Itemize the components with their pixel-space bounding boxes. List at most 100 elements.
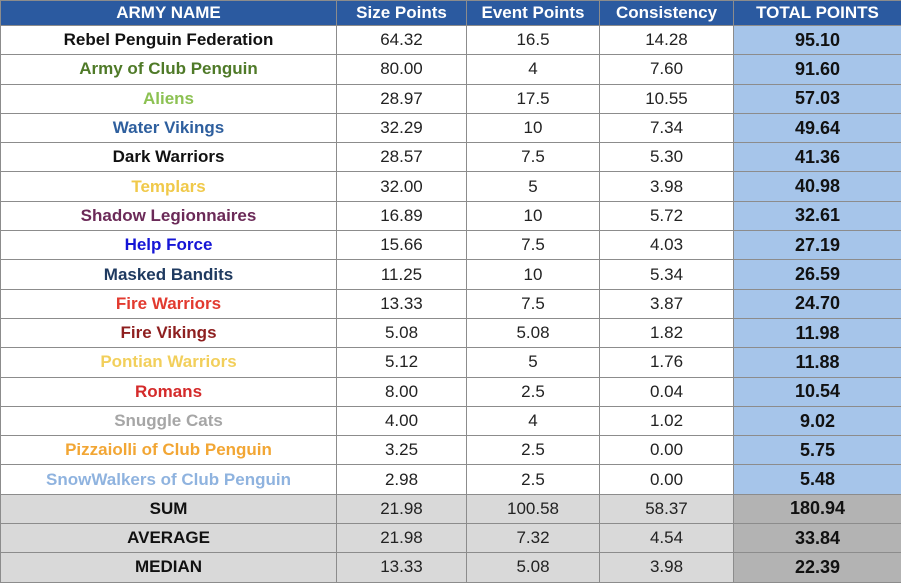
table-header: ARMY NAME Size Points Event Points Consi… xyxy=(0,0,901,26)
summary-consistency-cell: 58.37 xyxy=(599,493,734,525)
event-points-cell: 5 xyxy=(466,171,600,202)
event-points-cell: 7.5 xyxy=(466,288,600,319)
consistency-cell: 1.02 xyxy=(599,405,734,437)
event-points-cell: 2.5 xyxy=(466,464,600,495)
summary-total-cell: 22.39 xyxy=(733,552,901,583)
summary-label-cell: MEDIAN xyxy=(0,552,337,583)
header-event-points: Event Points xyxy=(466,0,600,26)
event-points-cell: 4 xyxy=(466,54,600,85)
army-name-cell: Romans xyxy=(0,376,337,407)
consistency-cell: 4.03 xyxy=(599,230,734,261)
consistency-cell: 3.98 xyxy=(599,171,734,202)
total-points-cell: 40.98 xyxy=(733,171,901,202)
event-points-cell: 2.5 xyxy=(466,435,600,466)
consistency-cell: 5.30 xyxy=(599,142,734,173)
consistency-cell: 5.34 xyxy=(599,259,734,290)
size-points-cell: 2.98 xyxy=(336,464,467,495)
size-points-cell: 5.08 xyxy=(336,317,467,349)
army-name-cell: Dark Warriors xyxy=(0,142,337,173)
size-points-cell: 8.00 xyxy=(336,376,467,407)
consistency-cell: 14.28 xyxy=(599,24,734,56)
table-row: Pontian Warriors 5.12 5 1.76 11.88 xyxy=(0,347,901,378)
header-army-name: ARMY NAME xyxy=(0,0,337,26)
total-points-cell: 95.10 xyxy=(733,24,901,56)
consistency-cell: 5.72 xyxy=(599,200,734,232)
summary-consistency-cell: 3.98 xyxy=(599,552,734,583)
total-points-cell: 26.59 xyxy=(733,259,901,290)
event-points-cell: 10 xyxy=(466,200,600,232)
army-name-cell: Fire Warriors xyxy=(0,288,337,319)
size-points-cell: 4.00 xyxy=(336,405,467,437)
summary-consistency-cell: 4.54 xyxy=(599,523,734,554)
size-points-cell: 28.57 xyxy=(336,142,467,173)
total-points-cell: 91.60 xyxy=(733,54,901,85)
summary-total-cell: 33.84 xyxy=(733,523,901,554)
total-points-cell: 10.54 xyxy=(733,376,901,407)
size-points-cell: 15.66 xyxy=(336,230,467,261)
table-row: Pizzaiolli of Club Penguin 3.25 2.5 0.00 5.7… xyxy=(0,435,901,466)
size-points-cell: 28.97 xyxy=(336,83,467,114)
table-row: Aliens 28.97 17.5 10.55 57.03 xyxy=(0,83,901,114)
size-points-cell: 3.25 xyxy=(336,435,467,466)
event-points-cell: 16.5 xyxy=(466,24,600,56)
table-row: Masked Bandits 11.25 10 5.34 26.59 xyxy=(0,259,901,290)
total-points-cell: 5.75 xyxy=(733,435,901,466)
summary-size-cell: 21.98 xyxy=(336,523,467,554)
total-points-cell: 11.88 xyxy=(733,347,901,378)
summary-row: AVERAGE 21.98 7.32 4.54 33.84 xyxy=(0,523,901,554)
summary-size-cell: 21.98 xyxy=(336,493,467,525)
consistency-cell: 7.34 xyxy=(599,112,734,144)
size-points-cell: 32.00 xyxy=(336,171,467,202)
table-row: Snuggle Cats 4.00 4 1.02 9.02 xyxy=(0,405,901,437)
consistency-cell: 7.60 xyxy=(599,54,734,85)
table-row: SnowWalkers of Club Penguin 2.98 2.5 0.00 5.… xyxy=(0,464,901,495)
event-points-cell: 10 xyxy=(466,259,600,290)
total-points-cell: 57.03 xyxy=(733,83,901,114)
size-points-cell: 16.89 xyxy=(336,200,467,232)
army-name-cell: Templars xyxy=(0,171,337,202)
table-row: Rebel Penguin Federation 64.32 16.5 14.28 95… xyxy=(0,24,901,56)
summary-row: SUM 21.98 100.58 58.37 180.94 xyxy=(0,493,901,525)
size-points-cell: 11.25 xyxy=(336,259,467,290)
header-size-points: Size Points xyxy=(336,0,467,26)
event-points-cell: 4 xyxy=(466,405,600,437)
consistency-cell: 1.76 xyxy=(599,347,734,378)
total-points-cell: 11.98 xyxy=(733,317,901,349)
consistency-cell: 0.00 xyxy=(599,464,734,495)
table-body: Rebel Penguin Federation 64.32 16.5 14.28 95… xyxy=(0,24,901,495)
army-name-cell: SnowWalkers of Club Penguin xyxy=(0,464,337,495)
table-row: Help Force 15.66 7.5 4.03 27.19 xyxy=(0,230,901,261)
table-row: Fire Vikings 5.08 5.08 1.82 11.98 xyxy=(0,317,901,349)
summary-label-cell: SUM xyxy=(0,493,337,525)
summary-total-cell: 180.94 xyxy=(733,493,901,525)
size-points-cell: 64.32 xyxy=(336,24,467,56)
army-name-cell: Water Vikings xyxy=(0,112,337,144)
army-name-cell: Shadow Legionnaires xyxy=(0,200,337,232)
header-consistency: Consistency xyxy=(599,0,734,26)
army-name-cell: Help Force xyxy=(0,230,337,261)
event-points-cell: 2.5 xyxy=(466,376,600,407)
table-row: Fire Warriors 13.33 7.5 3.87 24.70 xyxy=(0,288,901,319)
header-row: ARMY NAME Size Points Event Points Consi… xyxy=(0,0,901,26)
consistency-cell: 1.82 xyxy=(599,317,734,349)
event-points-cell: 7.5 xyxy=(466,230,600,261)
event-points-cell: 5.08 xyxy=(466,317,600,349)
total-points-cell: 32.61 xyxy=(733,200,901,232)
event-points-cell: 10 xyxy=(466,112,600,144)
total-points-cell: 5.48 xyxy=(733,464,901,495)
size-points-cell: 80.00 xyxy=(336,54,467,85)
table-row: Dark Warriors 28.57 7.5 5.30 41.36 xyxy=(0,142,901,173)
army-name-cell: Snuggle Cats xyxy=(0,405,337,437)
army-name-cell: Aliens xyxy=(0,83,337,114)
table-row: Templars 32.00 5 3.98 40.98 xyxy=(0,171,901,202)
summary-size-cell: 13.33 xyxy=(336,552,467,583)
army-name-cell: Masked Bandits xyxy=(0,259,337,290)
total-points-cell: 9.02 xyxy=(733,405,901,437)
summary-event-cell: 7.32 xyxy=(466,523,600,554)
event-points-cell: 17.5 xyxy=(466,83,600,114)
table-row: Water Vikings 32.29 10 7.34 49.64 xyxy=(0,112,901,144)
consistency-cell: 0.00 xyxy=(599,435,734,466)
table-row: Shadow Legionnaires 16.89 10 5.72 32.61 xyxy=(0,200,901,232)
summary-row: MEDIAN 13.33 5.08 3.98 22.39 xyxy=(0,552,901,583)
